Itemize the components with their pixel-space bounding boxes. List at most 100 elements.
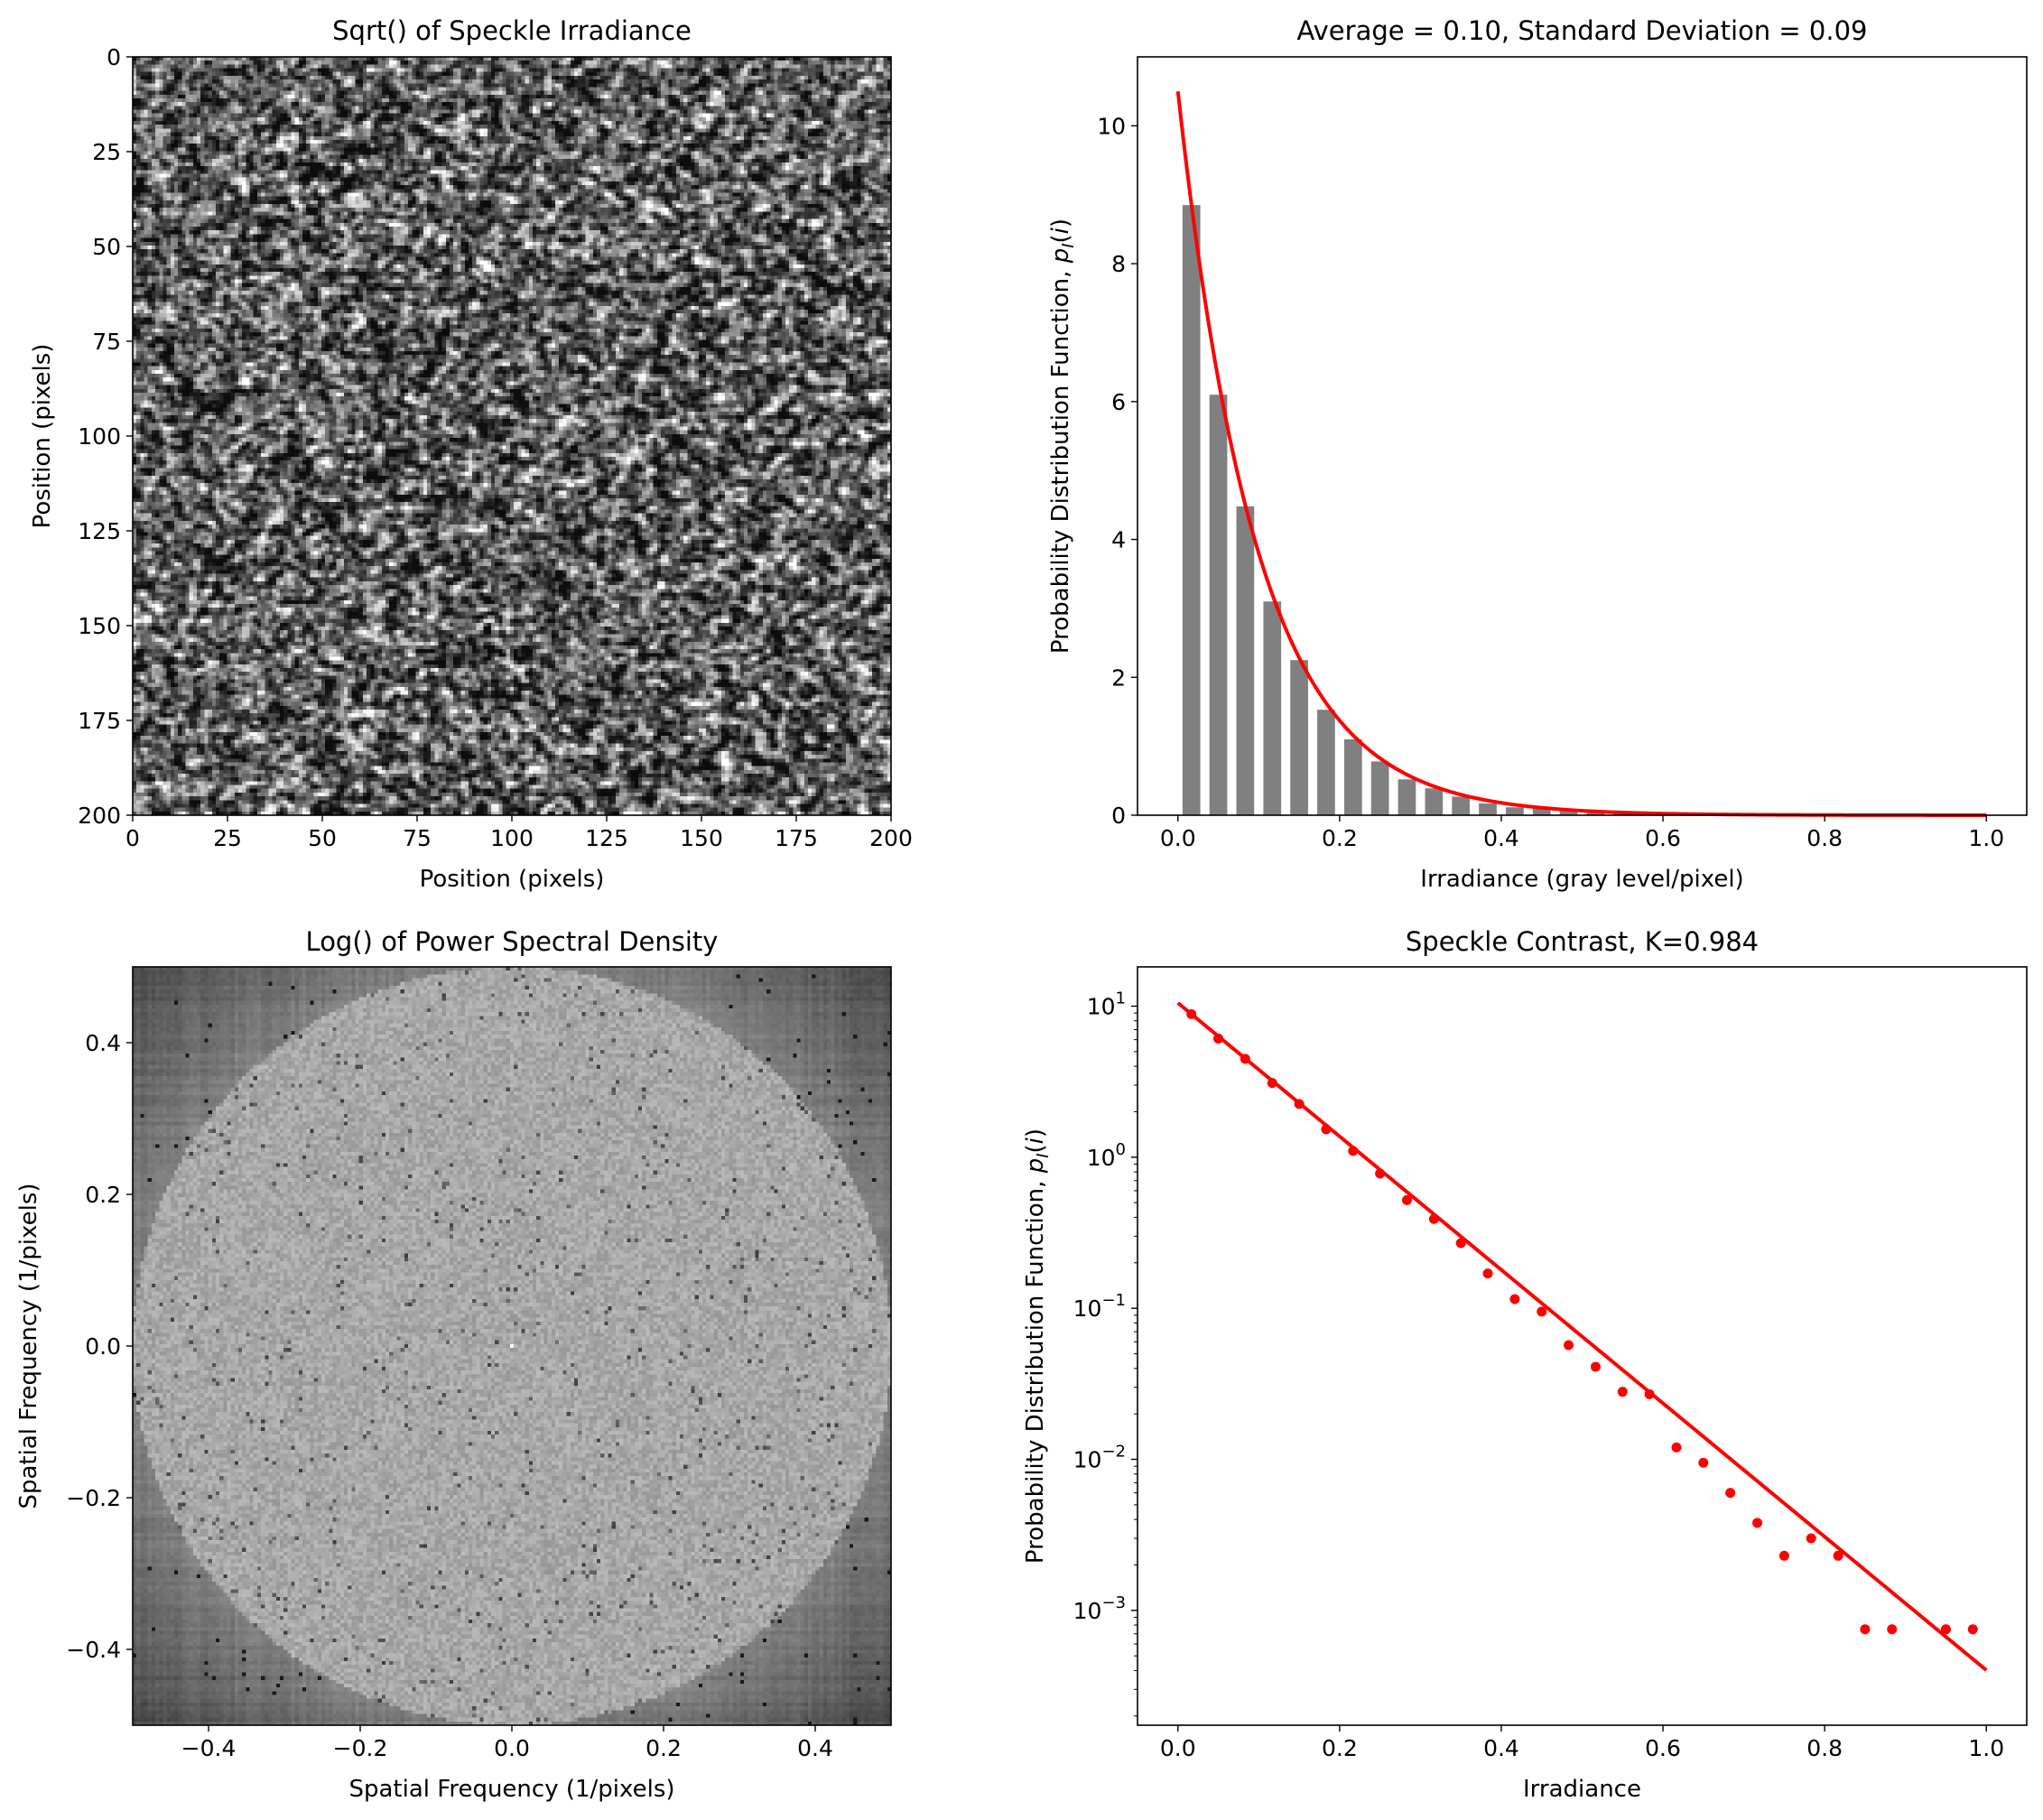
data-point (1590, 1361, 1601, 1372)
histogram-bar (1425, 788, 1444, 815)
exponential-fit-line (1176, 1001, 1988, 1672)
data-point (1294, 1099, 1305, 1110)
x-tick-label: 0.4 (1483, 825, 1519, 851)
y-tick-label: −0.2 (66, 1485, 121, 1511)
x-tick-label: 0.6 (1645, 825, 1681, 851)
data-point (1617, 1387, 1628, 1398)
data-point (1887, 1624, 1898, 1635)
y-tick-base: 10 (1073, 1446, 1102, 1472)
y-tick-label: 10−3 (1073, 1593, 1126, 1624)
x-axis-label: Spatial Frequency (1/pixels) (348, 1776, 674, 1803)
data-point (1860, 1624, 1871, 1635)
y-axis-label-subscript: I (1034, 1153, 1053, 1157)
y-tick-label: 101 (1087, 989, 1126, 1020)
data-point (1806, 1533, 1816, 1544)
y-axis-label-arg: i (1022, 1137, 1049, 1144)
chart-title: Speckle Contrast, K=0.984 (1406, 926, 1759, 957)
y-tick-base: 10 (1073, 1295, 1102, 1322)
axes-frame (1137, 56, 2028, 816)
y-tick-base: 10 (1087, 1145, 1116, 1171)
data-point (1564, 1340, 1574, 1351)
y-axis-label: Probability Distribution Function, pI(i) (1022, 1128, 1053, 1564)
x-tick-label: 0.0 (494, 1735, 530, 1761)
y-tick-base: 10 (1073, 1598, 1102, 1624)
y-axis-label-symbol: p (1022, 1158, 1049, 1175)
x-tick-label: 125 (585, 825, 628, 851)
data-point (1833, 1550, 1843, 1561)
x-tick-label: 0.8 (1806, 825, 1843, 851)
data-point (1482, 1268, 1493, 1279)
x-tick-label: 1.0 (1968, 825, 2004, 851)
y-axis-label: Position (pixels) (29, 344, 56, 529)
data-point (1348, 1146, 1359, 1156)
speckle-irradiance-panel: Sqrt() of Speckle Irradiance 0 25 50 75 100 12… (29, 15, 913, 893)
y-tick-exponent: 1 (1116, 989, 1126, 1008)
data-point (1967, 1624, 1978, 1635)
data-point (1509, 1294, 1520, 1305)
x-tick-label: 0.0 (1160, 1735, 1196, 1761)
y-axis-label-paren-open: ( (1022, 1144, 1049, 1153)
x-tick-label: 150 (680, 825, 723, 851)
y-tick-label: 2 (1111, 664, 1126, 691)
y-tick-label: 100 (78, 423, 121, 450)
y-tick-exponent: −3 (1101, 1593, 1126, 1612)
data-point (1940, 1624, 1951, 1635)
x-tick-label: 200 (869, 825, 913, 851)
x-tick-label: 0.4 (1483, 1735, 1519, 1761)
x-tick-label: 0 (125, 825, 140, 851)
speckle-image (133, 57, 891, 815)
histogram-bar (1290, 660, 1308, 815)
y-tick-label: 75 (92, 329, 121, 355)
chart-title: Sqrt() of Speckle Irradiance (332, 15, 692, 46)
y-tick-exponent: −2 (1101, 1442, 1126, 1461)
x-tick-label: 0.0 (1160, 825, 1196, 851)
data-point (1213, 1033, 1224, 1044)
data-point (1428, 1213, 1439, 1224)
x-tick-label: 75 (403, 825, 432, 851)
histogram-bar (1586, 812, 1605, 815)
y-axis-label-text: Probability Distribution Function, (1047, 263, 1074, 654)
y-tick-label: 6 (1111, 389, 1126, 415)
x-tick-label: 0.2 (645, 1735, 682, 1761)
x-tick-label: 0.6 (1645, 1735, 1681, 1761)
histogram-bar (1398, 779, 1416, 815)
y-axis-label-subscript: I (1059, 243, 1078, 247)
data-point (1537, 1306, 1547, 1317)
y-tick-label: 50 (92, 234, 121, 260)
y-tick-label: 10 (1097, 113, 1126, 139)
y-tick-label: 0 (1111, 803, 1126, 829)
histogram-bar (1209, 395, 1228, 815)
y-axis-label: Spatial Frequency (1/pixels) (15, 1183, 42, 1509)
y-tick-label: 4 (1111, 527, 1126, 553)
data-point (1321, 1124, 1332, 1135)
x-tick-label: 0.8 (1806, 1735, 1843, 1761)
chart-title: Average = 0.10, Standard Deviation = 0.0… (1297, 15, 1868, 46)
histogram-bar (1370, 761, 1389, 815)
data-point (1186, 1008, 1197, 1019)
axes-frame (1137, 966, 2028, 1726)
y-axis-label-paren-open: ( (1047, 234, 1074, 243)
y-tick-label: 0 (107, 44, 121, 70)
y-axis-label-text: Probability Distribution Function, (1022, 1173, 1049, 1564)
y-axis-label-symbol: p (1047, 248, 1074, 265)
y-tick-exponent: −1 (1101, 1291, 1126, 1310)
y-tick-label: −0.4 (66, 1637, 121, 1663)
y-tick-label: 175 (78, 708, 121, 734)
data-point (1644, 1388, 1655, 1399)
histogram-bar (1559, 811, 1578, 815)
y-tick-label: 8 (1111, 251, 1126, 277)
data-point (1698, 1457, 1709, 1468)
y-tick-label: 125 (78, 518, 121, 544)
histogram-bar (1317, 710, 1335, 815)
y-tick-label: 100 (1087, 1140, 1126, 1171)
y-axis-label-paren-close: ) (1022, 1128, 1049, 1138)
y-tick-label: 0.4 (85, 1030, 121, 1056)
histogram-bar (1343, 739, 1362, 815)
x-tick-label: 25 (213, 825, 242, 851)
data-point (1725, 1488, 1736, 1499)
irradiance-histogram-panel: Average = 0.10, Standard Deviation = 0.0… (1047, 15, 2028, 893)
data-point (1375, 1168, 1386, 1179)
data-point (1752, 1518, 1763, 1528)
y-tick-label: 25 (92, 139, 121, 165)
